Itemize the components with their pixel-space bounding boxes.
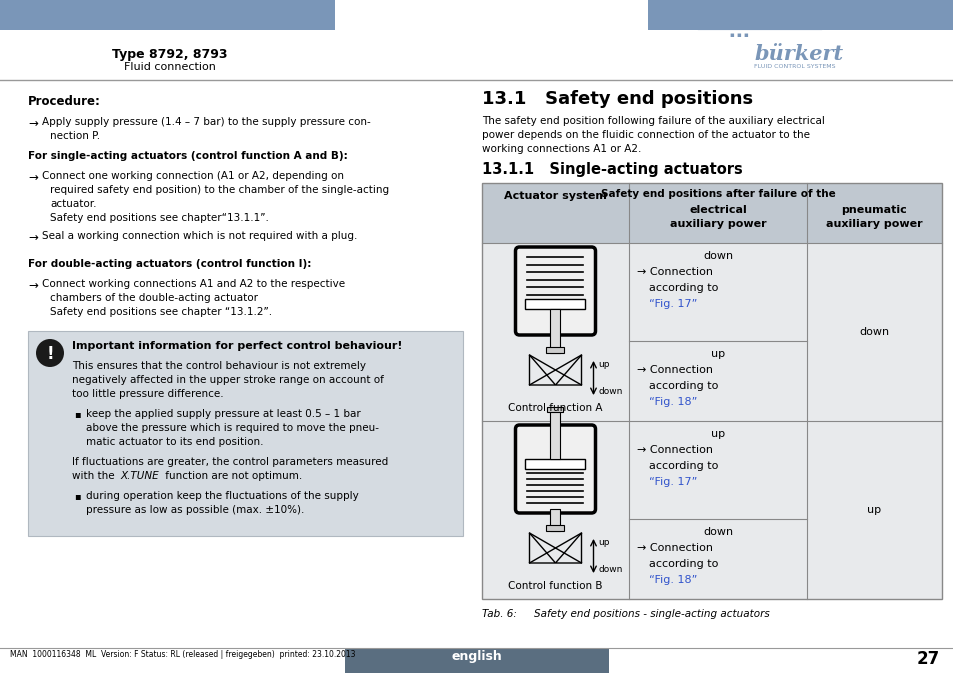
Text: Important information for perfect control behaviour!: Important information for perfect contro… — [71, 341, 402, 351]
Text: ▪ ▪ ▪: ▪ ▪ ▪ — [729, 32, 748, 38]
Text: too little pressure difference.: too little pressure difference. — [71, 389, 223, 399]
Circle shape — [36, 339, 64, 367]
Text: !: ! — [46, 345, 53, 363]
Text: pressure as low as possible (max. ±10%).: pressure as low as possible (max. ±10%). — [86, 505, 304, 515]
Bar — [481, 243, 941, 421]
Bar — [525, 460, 585, 469]
Text: Actuator system: Actuator system — [503, 191, 606, 201]
Text: down: down — [598, 565, 622, 574]
Bar — [345, 648, 608, 673]
Text: down: down — [859, 327, 888, 337]
Bar — [525, 299, 585, 309]
Text: according to: according to — [648, 381, 718, 391]
Text: →: → — [28, 279, 38, 292]
Text: auxiliary power: auxiliary power — [669, 219, 765, 229]
Text: X.TUNE: X.TUNE — [120, 471, 158, 481]
Text: up: up — [710, 349, 724, 359]
Text: →: → — [28, 117, 38, 130]
Text: → Connection: → Connection — [637, 267, 712, 277]
FancyBboxPatch shape — [515, 247, 595, 335]
Text: Connect working connections A1 and A2 to the respective: Connect working connections A1 and A2 to… — [42, 279, 345, 289]
Text: Control function B: Control function B — [508, 581, 602, 591]
Text: auxiliary power: auxiliary power — [825, 219, 922, 229]
Text: during operation keep the fluctuations of the supply: during operation keep the fluctuations o… — [86, 491, 358, 501]
Text: Safety end positions see chapter“13.1.1”.: Safety end positions see chapter“13.1.1”… — [50, 213, 269, 223]
Bar — [550, 309, 560, 353]
Text: 27: 27 — [916, 650, 939, 668]
Text: up: up — [866, 505, 881, 515]
Text: according to: according to — [648, 283, 718, 293]
Bar — [547, 407, 563, 412]
Text: Fluid connection: Fluid connection — [124, 62, 215, 72]
Text: Procedure:: Procedure: — [28, 95, 101, 108]
Text: This ensures that the control behaviour is not extremely: This ensures that the control behaviour … — [71, 361, 366, 371]
Text: Seal a working connection which is not required with a plug.: Seal a working connection which is not r… — [42, 231, 357, 241]
Text: → Connection: → Connection — [637, 543, 712, 553]
Text: ▪: ▪ — [74, 491, 81, 501]
Text: 13.1   Safety end positions: 13.1 Safety end positions — [481, 90, 752, 108]
Text: →: → — [28, 171, 38, 184]
Text: Type 8792, 8793: Type 8792, 8793 — [112, 48, 228, 61]
Text: down: down — [702, 527, 732, 537]
Text: The safety end position following failure of the auxiliary electrical: The safety end position following failur… — [481, 116, 824, 126]
Text: function are not optimum.: function are not optimum. — [162, 471, 302, 481]
Text: “Fig. 18”: “Fig. 18” — [648, 575, 697, 585]
Text: FLUID CONTROL SYSTEMS: FLUID CONTROL SYSTEMS — [753, 64, 835, 69]
Text: Tab. 6:: Tab. 6: — [481, 609, 517, 619]
Text: “Fig. 17”: “Fig. 17” — [648, 299, 697, 309]
Text: according to: according to — [648, 461, 718, 471]
Text: with the: with the — [71, 471, 118, 481]
Text: “Fig. 18”: “Fig. 18” — [648, 397, 697, 407]
Bar — [28, 331, 462, 536]
Text: power depends on the fluidic connection of the actuator to the: power depends on the fluidic connection … — [481, 130, 809, 140]
Bar — [481, 183, 941, 243]
Text: Apply supply pressure (1.4 – 7 bar) to the supply pressure con-: Apply supply pressure (1.4 – 7 bar) to t… — [42, 117, 371, 127]
Bar — [647, 0, 953, 30]
Text: electrical: electrical — [688, 205, 746, 215]
Text: If fluctuations are greater, the control parameters measured: If fluctuations are greater, the control… — [71, 457, 388, 467]
Text: up: up — [598, 538, 609, 547]
Text: up: up — [598, 360, 609, 369]
Text: Connect one working connection (A1 or A2, depending on: Connect one working connection (A1 or A2… — [42, 171, 344, 181]
Text: For double-acting actuators (control function I):: For double-acting actuators (control fun… — [28, 259, 311, 269]
Text: →: → — [28, 231, 38, 244]
Text: up: up — [710, 429, 724, 439]
Bar — [550, 509, 560, 531]
Text: working connections A1 or A2.: working connections A1 or A2. — [481, 144, 640, 154]
Text: → Connection: → Connection — [637, 445, 712, 455]
Text: keep the applied supply pressure at least 0.5 – 1 bar: keep the applied supply pressure at leas… — [86, 409, 360, 419]
Text: → Connection: → Connection — [637, 365, 712, 375]
Text: pneumatic: pneumatic — [841, 205, 906, 215]
Bar — [550, 411, 560, 460]
Text: Control function A: Control function A — [508, 403, 602, 413]
Text: Safety end positions - single-acting actuators: Safety end positions - single-acting act… — [534, 609, 769, 619]
Bar — [0, 0, 335, 30]
Text: ▪: ▪ — [74, 409, 81, 419]
Text: For single-acting actuators (control function A and B):: For single-acting actuators (control fun… — [28, 151, 348, 161]
Text: bürkert: bürkert — [753, 44, 842, 64]
Text: actuator.: actuator. — [50, 199, 96, 209]
Bar — [546, 525, 564, 531]
FancyBboxPatch shape — [515, 425, 595, 513]
Text: MAN  1000116348  ML  Version: F Status: RL (released | freigegeben)  printed: 23: MAN 1000116348 ML Version: F Status: RL … — [10, 650, 355, 659]
Text: down: down — [702, 251, 732, 261]
Bar — [546, 347, 564, 353]
Text: according to: according to — [648, 559, 718, 569]
Text: english: english — [451, 650, 502, 663]
Bar — [481, 421, 941, 599]
Bar — [481, 183, 941, 599]
Text: down: down — [598, 387, 622, 396]
Text: “Fig. 17”: “Fig. 17” — [648, 477, 697, 487]
Text: negatively affected in the upper stroke range on account of: negatively affected in the upper stroke … — [71, 375, 383, 385]
Text: nection P.: nection P. — [50, 131, 100, 141]
Text: chambers of the double-acting actuator: chambers of the double-acting actuator — [50, 293, 257, 303]
Text: above the pressure which is required to move the pneu-: above the pressure which is required to … — [86, 423, 378, 433]
Text: 13.1.1   Single-acting actuators: 13.1.1 Single-acting actuators — [481, 162, 742, 177]
Text: required safety end position) to the chamber of the single-acting: required safety end position) to the cha… — [50, 185, 389, 195]
Text: Safety end positions see chapter “13.1.2”.: Safety end positions see chapter “13.1.2… — [50, 307, 272, 317]
Text: matic actuator to its end position.: matic actuator to its end position. — [86, 437, 263, 447]
Text: Safety end positions after failure of the: Safety end positions after failure of th… — [600, 189, 835, 199]
